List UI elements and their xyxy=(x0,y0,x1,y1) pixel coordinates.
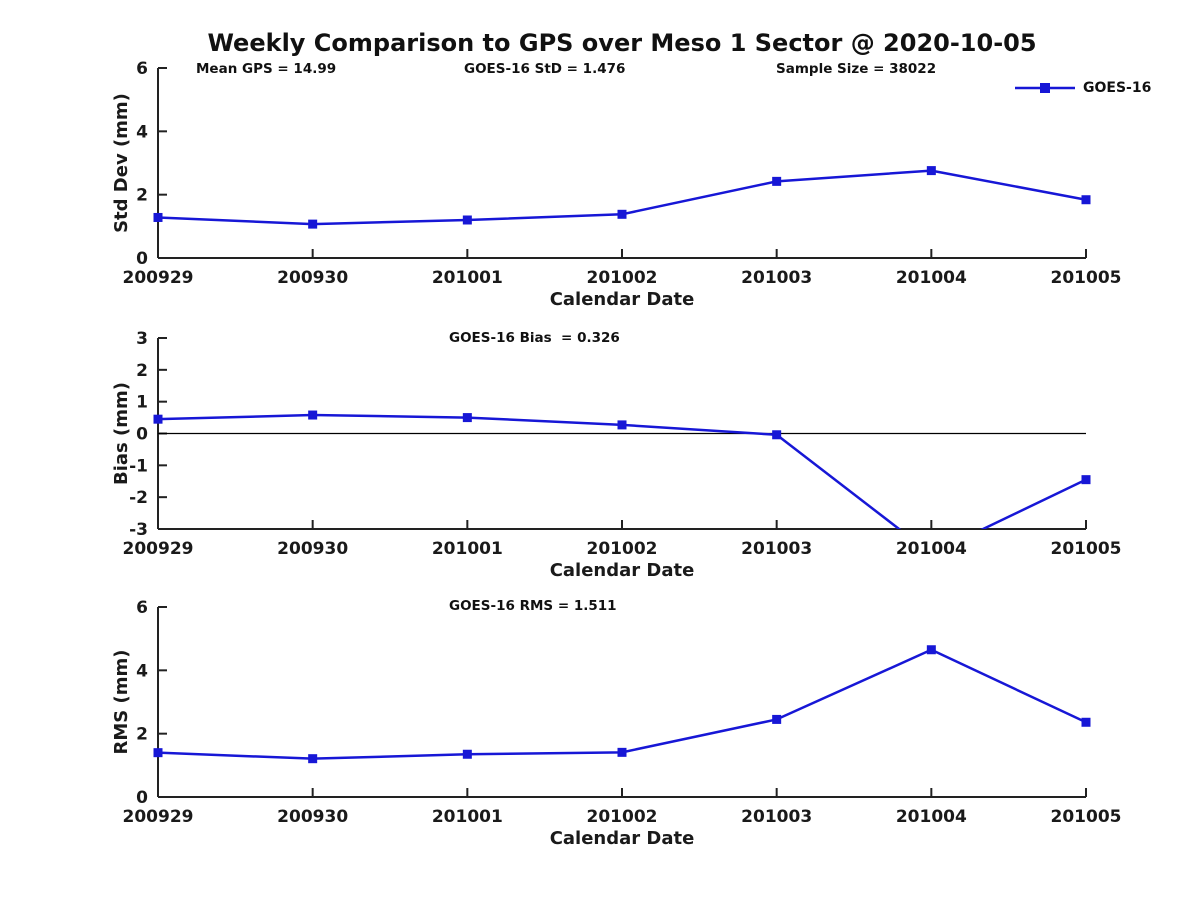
x-tick-label: 201005 xyxy=(1051,539,1122,559)
data-point-marker xyxy=(462,215,472,225)
series-line xyxy=(157,648,1087,760)
x-tick-label: 201003 xyxy=(741,807,812,827)
data-point-marker xyxy=(1081,717,1091,727)
data-point-marker xyxy=(462,413,472,423)
x-tick-label: 200930 xyxy=(277,268,348,288)
x-tick-label: 201003 xyxy=(741,268,812,288)
stat-goes16-bias: GOES-16 Bias = 0.326 xyxy=(449,330,620,346)
x-tick-label: 201001 xyxy=(432,268,503,288)
y-tick-label: 3 xyxy=(136,329,148,349)
y-tick-label: -3 xyxy=(129,520,148,540)
x-tick-label: 201004 xyxy=(896,268,967,288)
y-tick-label: -1 xyxy=(129,456,148,476)
data-point-marker xyxy=(308,219,318,229)
x-tick-label: 201004 xyxy=(896,539,967,559)
x-tick-label: 200929 xyxy=(123,539,194,559)
y-axis-label: RMS (mm) xyxy=(111,650,132,755)
legend-line-icon xyxy=(1015,83,1075,93)
data-point-marker xyxy=(153,748,163,758)
chart-area-rms: 0 2 4 6 200929 200930 201001 201002 201003 201004… xyxy=(111,598,1121,849)
x-axis-label: Calendar Date xyxy=(550,828,695,849)
data-point-marker xyxy=(617,420,627,430)
x-axis-label: Calendar Date xyxy=(550,289,695,310)
x-tick-label: 201003 xyxy=(741,539,812,559)
y-tick-label: 6 xyxy=(136,598,148,618)
series-GOES-16 xyxy=(153,166,1091,229)
y-tick-label: 2 xyxy=(136,361,148,381)
x-tick-label: 201001 xyxy=(432,539,503,559)
series-GOES-16 xyxy=(153,645,1091,764)
y-axis-label: Std Dev (mm) xyxy=(111,93,132,233)
chart-area-stddev: 0 2 4 6 200929 200930 201001 201002 201003 201004… xyxy=(111,59,1121,310)
x-axis-label: Calendar Date xyxy=(550,560,695,581)
data-point-marker xyxy=(153,212,163,222)
data-point-marker xyxy=(153,414,163,424)
x-tick-label: 201002 xyxy=(587,268,658,288)
data-point-marker xyxy=(308,410,318,420)
stat-goes16-std: GOES-16 StD = 1.476 xyxy=(464,61,626,77)
data-point-marker xyxy=(462,749,472,759)
legend: GOES-16 xyxy=(1014,80,1151,96)
series-line xyxy=(157,413,1087,529)
x-tick-label: 200929 xyxy=(123,268,194,288)
y-tick-label: 4 xyxy=(136,661,148,681)
y-tick-label: 2 xyxy=(136,186,148,206)
stat-sample-size: Sample Size = 38022 xyxy=(776,61,937,77)
y-tick-label: -2 xyxy=(129,488,148,508)
x-tick-label: 201004 xyxy=(896,807,967,827)
x-tick-label: 200930 xyxy=(277,807,348,827)
stat-mean-gps: Mean GPS = 14.99 xyxy=(196,61,337,77)
y-tick-label: 0 xyxy=(136,249,148,269)
y-tick-label: 4 xyxy=(136,122,148,142)
stat-goes16-rms: GOES-16 RMS = 1.511 xyxy=(449,598,617,614)
data-point-marker xyxy=(617,747,627,757)
y-tick-label: 0 xyxy=(136,425,148,445)
x-tick-label: 201002 xyxy=(587,807,658,827)
y-tick-label: 6 xyxy=(136,59,148,79)
data-point-marker xyxy=(772,430,782,440)
y-tick-label: 0 xyxy=(136,788,148,808)
x-tick-label: 201005 xyxy=(1051,268,1122,288)
chart-title: Weekly Comparison to GPS over Meso 1 Sec… xyxy=(207,29,1037,57)
data-point-marker xyxy=(926,166,936,176)
y-tick-label: 1 xyxy=(136,393,148,413)
x-tick-label: 200929 xyxy=(123,807,194,827)
x-tick-label: 201001 xyxy=(432,807,503,827)
data-point-marker xyxy=(1081,195,1091,205)
data-point-marker xyxy=(772,714,782,724)
x-tick-label: 200930 xyxy=(277,539,348,559)
y-axis-label: Bias (mm) xyxy=(111,382,132,485)
legend-label: GOES-16 xyxy=(1083,80,1152,96)
y-tick-label: 2 xyxy=(136,725,148,745)
series-GOES-16 xyxy=(153,410,1091,529)
x-tick-label: 201002 xyxy=(587,539,658,559)
x-tick-label: 201005 xyxy=(1051,807,1122,827)
data-point-marker xyxy=(772,176,782,186)
data-point-marker xyxy=(308,754,318,764)
data-point-marker xyxy=(617,209,627,219)
data-point-marker xyxy=(1081,475,1091,485)
data-point-marker xyxy=(926,645,936,655)
